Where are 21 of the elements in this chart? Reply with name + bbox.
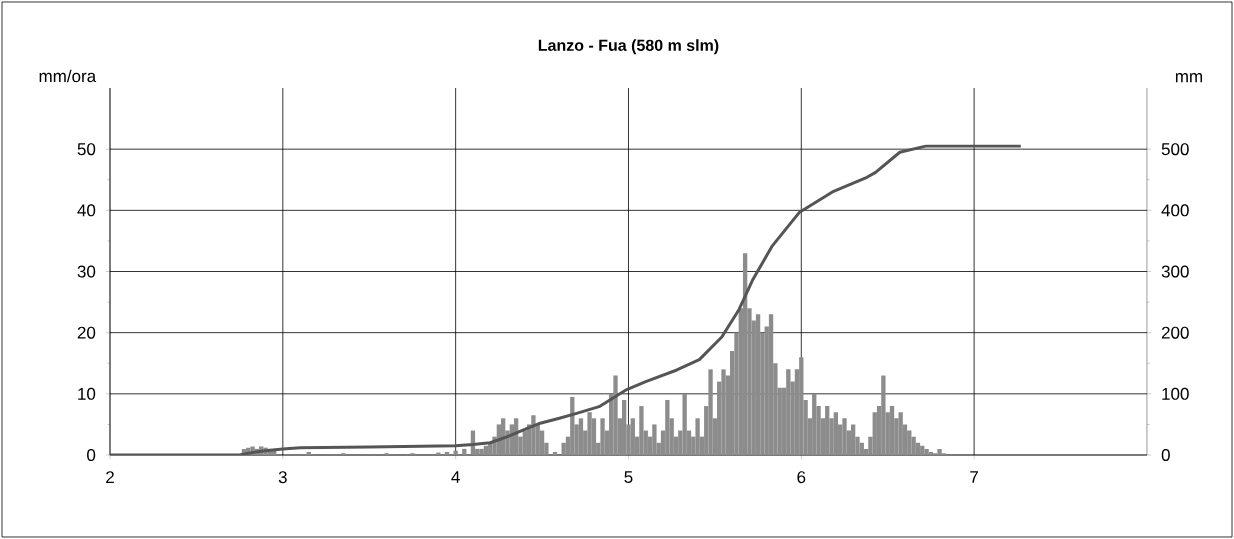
y-tick-label: 0 <box>87 448 96 462</box>
y-tick-label: 30 <box>77 265 96 278</box>
y2-tick-label: 200 <box>1161 326 1189 339</box>
x-tick-label: 2 <box>106 471 114 484</box>
x-tick-label: 6 <box>797 471 806 484</box>
x-tick-label: 3 <box>278 471 287 484</box>
y-axis-title: mm/ora <box>39 69 97 83</box>
x-tick-label: 5 <box>624 471 633 483</box>
y-tick-label: 50 <box>77 143 96 156</box>
y2-tick-label: 400 <box>1161 204 1189 217</box>
y2-tick-label: 100 <box>1162 387 1189 400</box>
y-tick-label: 10 <box>78 387 96 400</box>
y2-tick-label: 0 <box>1161 448 1170 462</box>
x-tick-label: 4 <box>451 471 460 483</box>
y2-axis-title: mm <box>1175 72 1203 83</box>
x-tick-label: 7 <box>970 471 978 483</box>
y2-tick-label: 300 <box>1161 265 1189 278</box>
y-tick-label: 40 <box>77 204 96 217</box>
y-tick-label: 20 <box>77 326 96 339</box>
y2-tick-label: 500 <box>1161 143 1189 156</box>
chart-title: Lanzo - Fua (580 m slm) <box>538 39 719 55</box>
